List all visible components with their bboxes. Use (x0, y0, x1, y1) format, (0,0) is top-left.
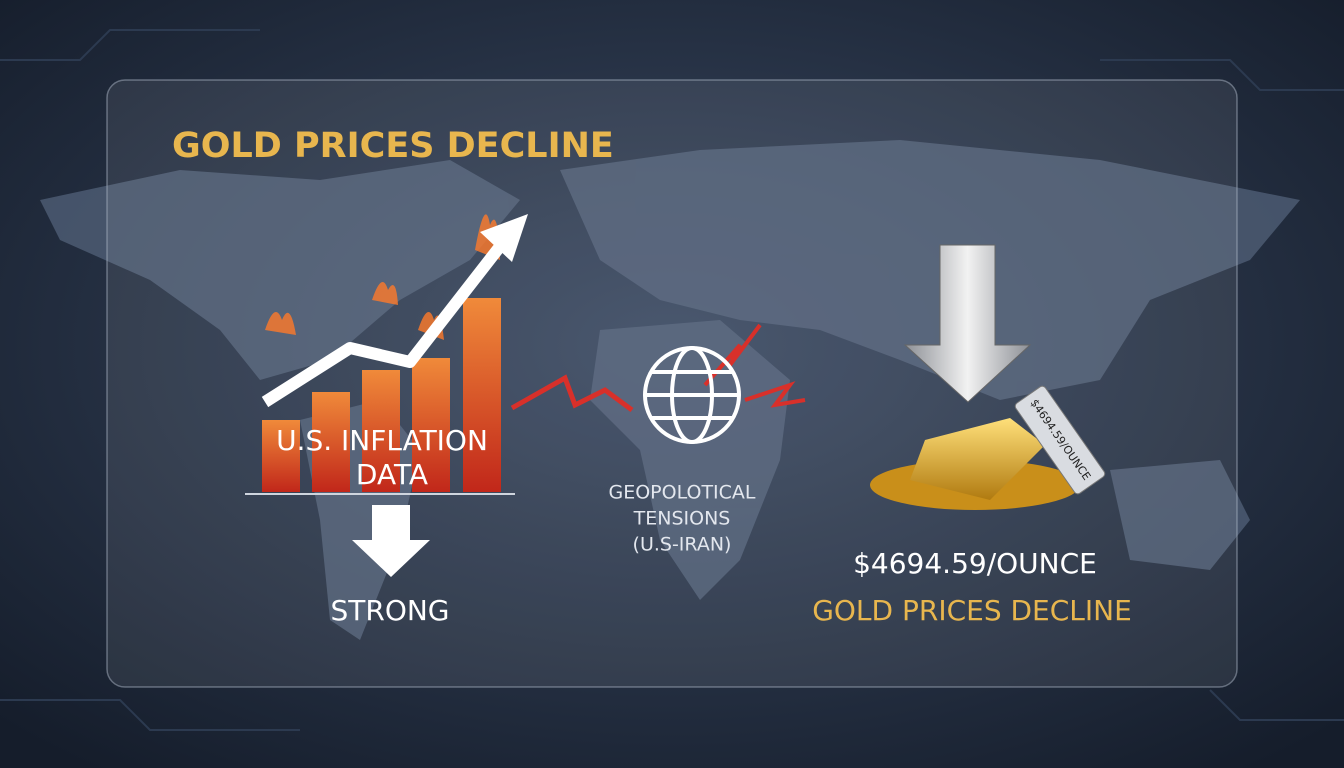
tension-bolt (703, 323, 762, 387)
geo-label: GEOPOLOTICAL (608, 482, 755, 504)
globe (643, 346, 741, 444)
geo-label: TENSIONS (633, 508, 731, 530)
title: GOLD PRICES DECLINE (172, 126, 614, 166)
bar (312, 392, 350, 492)
price: $4694.59/OUNCE (853, 547, 1097, 580)
inflation-chart: U.S. INFLATION DATA STRONG (245, 214, 528, 627)
inflation-label: U.S. INFLATION (276, 424, 488, 457)
geo-label: (U.S-IRAN) (633, 534, 732, 556)
tension-bolt (744, 381, 806, 408)
gold-section: $4694.59/OUNCE $4694.59/OUNCE GOLD PRICE… (812, 244, 1132, 627)
gold-caption: GOLD PRICES DECLINE (812, 594, 1132, 627)
tag-body (1014, 385, 1106, 495)
down-arrow (352, 505, 430, 577)
inflation-label: DATA (356, 458, 428, 491)
geopolitics: GEOPOLOTICAL TENSIONS (U.S-IRAN) (510, 323, 806, 556)
tension-bolt (510, 374, 634, 413)
gold-bar (910, 418, 1045, 500)
strong-caption: STRONG (330, 594, 449, 627)
trend-arrow (261, 236, 510, 408)
bar (262, 420, 300, 492)
bar (412, 358, 450, 492)
silver-arrow (903, 244, 1032, 403)
circuit-lines (0, 29, 1344, 731)
trend-arrow-head (480, 214, 528, 262)
bar (362, 370, 400, 492)
world-map (40, 140, 1300, 640)
bar (463, 298, 501, 492)
